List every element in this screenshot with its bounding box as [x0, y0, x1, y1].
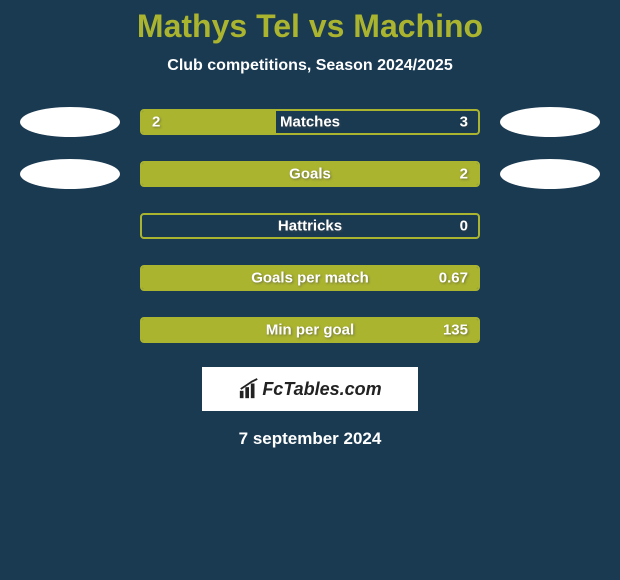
stat-bar: Goals per match 0.67	[140, 265, 480, 291]
marker-spacer	[20, 211, 120, 241]
marker-spacer	[20, 315, 120, 345]
marker-spacer	[500, 211, 600, 241]
stat-label: Goals	[289, 166, 331, 183]
bar-fill	[142, 111, 276, 133]
stat-bar: Min per goal 135	[140, 317, 480, 343]
stat-right-value: 0	[460, 218, 468, 235]
stat-label: Matches	[280, 114, 340, 131]
stat-right-value: 3	[460, 114, 468, 131]
player-right-marker	[500, 107, 600, 137]
stat-left-value: 2	[152, 114, 160, 131]
marker-spacer	[500, 263, 600, 293]
player-left-marker	[20, 159, 120, 189]
page-subtitle: Club competitions, Season 2024/2025	[0, 57, 620, 75]
stat-right-value: 135	[443, 322, 468, 339]
marker-spacer	[20, 263, 120, 293]
stat-row: 2 Matches 3	[0, 107, 620, 137]
player-left-marker	[20, 107, 120, 137]
stat-row: Min per goal 135	[0, 315, 620, 345]
stat-bar: Hattricks 0	[140, 213, 480, 239]
stat-row: Goals per match 0.67	[0, 263, 620, 293]
stat-bar: Goals 2	[140, 161, 480, 187]
stat-label: Hattricks	[278, 218, 342, 235]
stat-right-value: 0.67	[439, 270, 468, 287]
marker-spacer	[500, 315, 600, 345]
player-right-marker	[500, 159, 600, 189]
stat-row: Goals 2	[0, 159, 620, 189]
stat-label: Goals per match	[251, 270, 369, 287]
chart-icon	[238, 378, 260, 400]
page-title: Mathys Tel vs Machino	[0, 8, 620, 45]
stat-label: Min per goal	[266, 322, 354, 339]
stat-bar: 2 Matches 3	[140, 109, 480, 135]
comparison-infographic: Mathys Tel vs Machino Club competitions,…	[0, 0, 620, 449]
stat-right-value: 2	[460, 166, 468, 183]
footer-date: 7 september 2024	[0, 429, 620, 449]
logo-text: FcTables.com	[262, 379, 381, 400]
stat-row: Hattricks 0	[0, 211, 620, 241]
comparison-rows: 2 Matches 3 Goals 2 Hattricks 0	[0, 107, 620, 345]
logo-box: FcTables.com	[202, 367, 418, 411]
